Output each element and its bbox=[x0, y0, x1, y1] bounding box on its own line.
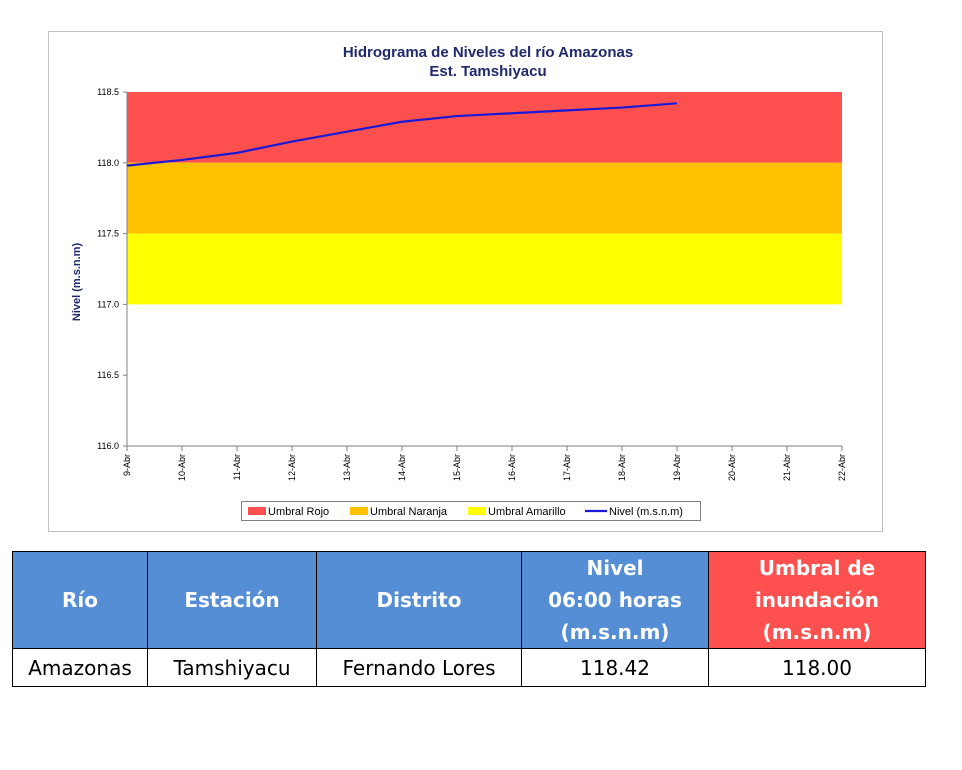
data-table: Río Estación Distrito Nivel 06:00 horas (m… bbox=[12, 551, 926, 687]
y-tick-label: 117.5 bbox=[97, 229, 119, 239]
cell: 118.42 bbox=[521, 648, 709, 687]
threshold-band bbox=[127, 92, 842, 163]
legend-swatch bbox=[248, 507, 266, 515]
y-tick-label: 116.5 bbox=[97, 370, 119, 380]
x-tick-label: 19-Abr bbox=[672, 454, 682, 481]
x-tick-label: 15-Abr bbox=[452, 454, 462, 481]
header-text: (m.s.n.m) bbox=[762, 620, 872, 644]
x-tick-label: 14-Abr bbox=[397, 454, 407, 481]
header-cell: Distrito bbox=[316, 551, 522, 649]
data-line bbox=[126, 102, 678, 167]
header-text: inundación bbox=[754, 588, 880, 612]
header-text: 06:00 horas bbox=[548, 588, 682, 612]
x-tick-label: 18-Abr bbox=[617, 454, 627, 481]
cell: Amazonas bbox=[12, 648, 148, 687]
legend-swatch bbox=[468, 507, 486, 515]
header-row: Río Estación Distrito Nivel 06:00 horas (m… bbox=[12, 551, 926, 649]
x-tick-label: 20-Abr bbox=[727, 454, 737, 481]
x-tick-label: 12-Abr bbox=[287, 454, 297, 481]
x-tick-label: 16-Abr bbox=[507, 454, 517, 481]
chart-subtitle: Est. Tamshiyacu bbox=[429, 63, 546, 80]
header-cell: Umbral de inundación (m.s.n.m) bbox=[708, 551, 926, 649]
header-text: Distrito bbox=[376, 588, 462, 612]
header-cell: Nivel 06:00 horas (m.s.n.m) bbox=[521, 551, 709, 649]
y-tick-label: 118.5 bbox=[97, 87, 119, 97]
y-tick-label: 118.0 bbox=[97, 158, 119, 168]
legend-label: Umbral Naranja bbox=[370, 506, 448, 518]
x-tick-label: 21-Abr bbox=[782, 454, 792, 481]
x-tick-label: 9-Abr bbox=[122, 454, 132, 476]
data-row: Amazonas Tamshiyacu Fernando Lores 118.4… bbox=[12, 648, 926, 687]
y-tick-label: 117.0 bbox=[97, 299, 119, 309]
header-text: Nivel bbox=[586, 556, 644, 580]
legend-swatch bbox=[350, 507, 368, 515]
legend-label: Umbral Amarillo bbox=[488, 506, 566, 518]
chart: Hidrograma de Niveles del río Amazonas E… bbox=[48, 31, 883, 532]
x-tick-label: 10-Abr bbox=[177, 454, 187, 481]
header-cell: Estación bbox=[147, 551, 317, 649]
cell: 118.00 bbox=[708, 648, 926, 687]
threshold-band bbox=[127, 162, 842, 234]
threshold-band bbox=[127, 233, 842, 305]
header-text: (m.s.n.m) bbox=[560, 620, 670, 644]
chart-title: Hidrograma de Niveles del río Amazonas bbox=[343, 44, 633, 61]
header-text: Río bbox=[62, 588, 98, 612]
y-tick-label: 116.0 bbox=[97, 441, 119, 451]
header-text: Estación bbox=[184, 588, 280, 612]
header-text: Umbral de bbox=[758, 556, 876, 580]
y-axis-title: Nivel (m.s.n.m) bbox=[71, 243, 83, 322]
legend-label: Nivel (m.s.n.m) bbox=[609, 506, 683, 518]
x-tick-label: 17-Abr bbox=[562, 454, 572, 481]
x-tick-label: 11-Abr bbox=[232, 454, 242, 480]
legend-label: Umbral Rojo bbox=[268, 506, 329, 518]
x-tick-label: 22-Abr bbox=[837, 454, 847, 481]
cell: Fernando Lores bbox=[316, 648, 522, 687]
header-cell: Río bbox=[12, 551, 148, 649]
x-tick-label: 13-Abr bbox=[342, 454, 352, 481]
cell: Tamshiyacu bbox=[147, 648, 317, 687]
